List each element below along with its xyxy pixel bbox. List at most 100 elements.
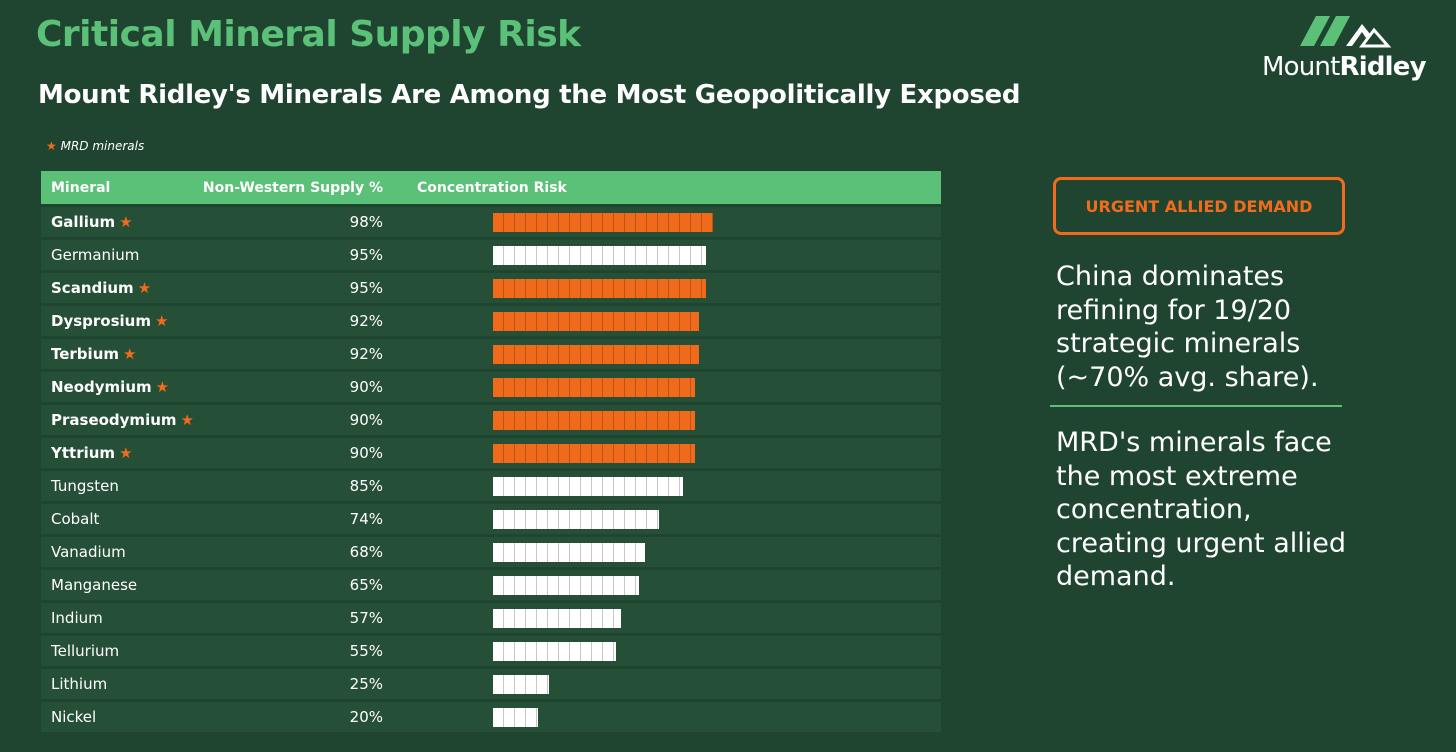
panel-divider bbox=[1050, 405, 1342, 407]
bar-cell bbox=[493, 212, 941, 232]
mineral-name: Tungsten bbox=[41, 477, 241, 495]
table-row: Cobalt 74% bbox=[41, 504, 941, 534]
mineral-name: Vanadium bbox=[41, 543, 241, 561]
concentration-bar bbox=[493, 377, 695, 397]
table-row: Terbium ★ 92% bbox=[41, 339, 941, 369]
star-icon: ★ bbox=[119, 213, 133, 231]
supply-pct: 57% bbox=[349, 609, 383, 627]
bar-cell bbox=[493, 311, 941, 331]
bar-cell bbox=[493, 245, 941, 265]
mineral-label: Neodymium bbox=[51, 378, 152, 396]
mount-ridley-logo: MountRidley bbox=[1262, 12, 1452, 84]
supply-pct: 98% bbox=[349, 213, 383, 231]
supply-pct: 85% bbox=[349, 477, 383, 495]
supply-pct: 92% bbox=[349, 345, 383, 363]
table-row: Yttrium ★ 90% bbox=[41, 438, 941, 468]
mineral-name: Dysprosium ★ bbox=[41, 312, 241, 330]
mineral-name: Tellurium bbox=[41, 642, 241, 660]
table-body: Gallium ★ 98% Germanium 95% Scandium ★ 95% Dyspr… bbox=[41, 207, 941, 732]
table-row: Germanium 95% bbox=[41, 240, 941, 270]
bar-cell bbox=[493, 707, 941, 727]
mineral-name: Indium bbox=[41, 609, 241, 627]
concentration-bar bbox=[493, 344, 699, 364]
bar-cell bbox=[493, 575, 941, 595]
page-title: Critical Mineral Supply Risk bbox=[36, 14, 581, 55]
mineral-label: Germanium bbox=[51, 246, 140, 264]
mineral-label: Tungsten bbox=[51, 477, 119, 495]
star-icon: ★ bbox=[155, 378, 170, 396]
table-row: Scandium ★ 95% bbox=[41, 273, 941, 303]
panel-text-china: China dominates refining for 19/20 strat… bbox=[1056, 261, 1319, 393]
bar-cell bbox=[493, 344, 941, 364]
bar-cell bbox=[493, 542, 941, 562]
supply-pct: 90% bbox=[349, 444, 383, 462]
mineral-name: Yttrium ★ bbox=[41, 444, 241, 462]
concentration-bar bbox=[493, 641, 616, 661]
bar-cell bbox=[493, 377, 941, 397]
header-mineral: Mineral bbox=[51, 179, 111, 196]
table-row: Nickel 20% bbox=[41, 702, 941, 732]
concentration-bar bbox=[493, 311, 699, 331]
mineral-name: Praseodymium ★ bbox=[41, 411, 241, 429]
mountain-chevron-icon bbox=[1300, 16, 1392, 48]
mineral-label: Terbium bbox=[51, 345, 119, 363]
concentration-bar bbox=[493, 245, 706, 265]
bar-cell bbox=[493, 476, 941, 496]
mineral-risk-table: Mineral Non-Western Supply % Concentrati… bbox=[41, 171, 941, 732]
concentration-bar bbox=[493, 476, 683, 496]
concentration-bar bbox=[493, 674, 549, 694]
mineral-name: Neodymium ★ bbox=[41, 378, 241, 396]
supply-pct: 90% bbox=[349, 411, 383, 429]
table-row: Tungsten 85% bbox=[41, 471, 941, 501]
concentration-bar bbox=[493, 410, 695, 430]
legend-label: MRD minerals bbox=[60, 139, 145, 153]
table-row: Vanadium 68% bbox=[41, 537, 941, 567]
mineral-label: Yttrium bbox=[51, 444, 116, 462]
table-row: Manganese 65% bbox=[41, 570, 941, 600]
bar-cell bbox=[493, 674, 941, 694]
concentration-bar bbox=[493, 278, 706, 298]
bar-cell bbox=[493, 509, 941, 529]
mineral-name: Lithium bbox=[41, 675, 241, 693]
supply-pct: 95% bbox=[349, 279, 383, 297]
mineral-name: Gallium ★ bbox=[41, 213, 241, 231]
supply-pct: 68% bbox=[349, 543, 383, 561]
mineral-label: Tellurium bbox=[51, 642, 120, 660]
mineral-name: Nickel bbox=[41, 708, 241, 726]
mineral-name: Cobalt bbox=[41, 510, 241, 528]
urgent-demand-badge: URGENT ALLIED DEMAND bbox=[1053, 177, 1345, 235]
panel-text-mrd: MRD's minerals face the most extreme con… bbox=[1056, 427, 1346, 592]
star-icon: ★ bbox=[119, 444, 133, 462]
logo-text: MountRidley bbox=[1262, 52, 1427, 82]
supply-pct: 65% bbox=[349, 576, 383, 594]
table-row: Praseodymium ★ 90% bbox=[41, 405, 941, 435]
mineral-label: Dysprosium bbox=[51, 312, 151, 330]
bar-cell bbox=[493, 608, 941, 628]
mineral-label: Cobalt bbox=[51, 510, 100, 528]
mineral-label: Praseodymium bbox=[51, 411, 177, 429]
table-row: Indium 57% bbox=[41, 603, 941, 633]
header-concentration-risk: Concentration Risk bbox=[417, 179, 567, 196]
supply-pct: 25% bbox=[349, 675, 383, 693]
mineral-label: Manganese bbox=[51, 576, 138, 594]
star-icon: ★ bbox=[180, 411, 194, 429]
supply-pct: 92% bbox=[349, 312, 383, 330]
table-row: Dysprosium ★ 92% bbox=[41, 306, 941, 336]
supply-pct: 20% bbox=[349, 708, 383, 726]
supply-pct: 55% bbox=[349, 642, 383, 660]
concentration-bar bbox=[493, 575, 639, 595]
table-row: Tellurium 55% bbox=[41, 636, 941, 666]
concentration-bar bbox=[493, 542, 645, 562]
table-header: Mineral Non-Western Supply % Concentrati… bbox=[41, 171, 941, 204]
page-subtitle: Mount Ridley's Minerals Are Among the Mo… bbox=[38, 80, 1021, 110]
mineral-label: Scandium bbox=[51, 279, 134, 297]
mineral-name: Manganese bbox=[41, 576, 241, 594]
bar-cell bbox=[493, 278, 941, 298]
star-icon: ★ bbox=[123, 345, 137, 363]
mineral-label: Indium bbox=[51, 609, 103, 627]
table-row: Gallium ★ 98% bbox=[41, 207, 941, 237]
bar-cell bbox=[493, 443, 941, 463]
mineral-name: Scandium ★ bbox=[41, 279, 241, 297]
supply-pct: 74% bbox=[349, 510, 383, 528]
legend: ★ MRD minerals bbox=[42, 139, 144, 153]
